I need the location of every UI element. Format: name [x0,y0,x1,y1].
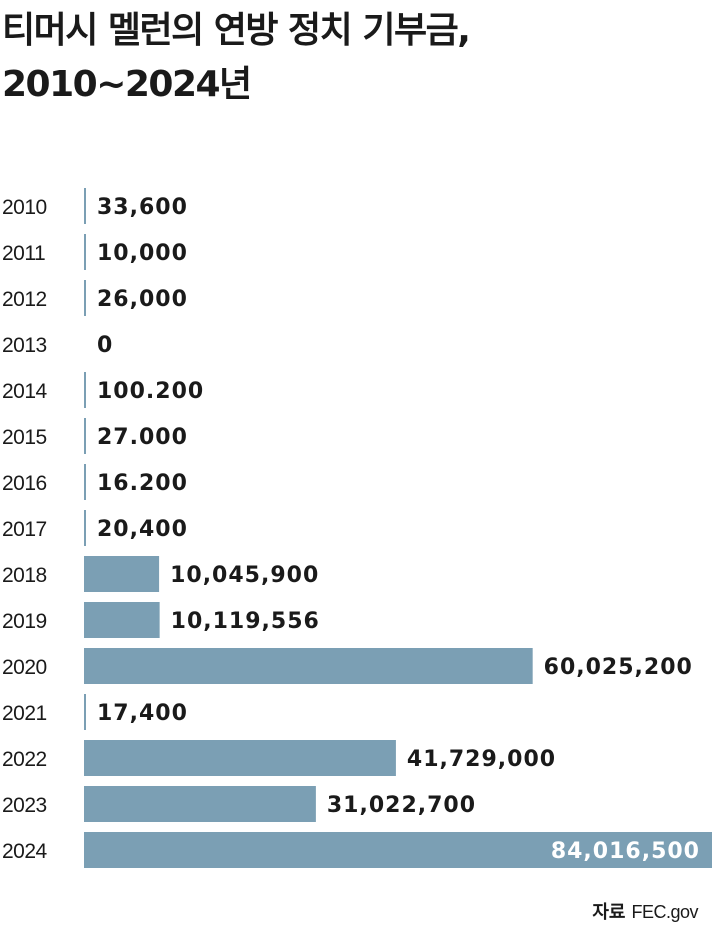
bar-2022 [84,740,396,776]
value-label-2017: 20,400 [97,517,188,542]
bar-2010 [84,188,86,224]
year-label-2024: 2024 [2,840,48,863]
bar-2011 [84,234,86,270]
bar-2024 [84,832,712,868]
value-label-2015: 27.000 [97,425,188,450]
value-label-2024: 84,016,500 [551,839,700,864]
year-label-2011: 2011 [2,242,45,265]
year-label-2021: 2021 [2,702,47,725]
year-label-2012: 2012 [2,288,47,311]
bar-2016 [84,464,86,500]
value-label-2016: 16.200 [97,471,188,496]
year-label-2017: 2017 [2,518,47,541]
bar-2014 [84,372,86,408]
source-label: 자료 [592,902,626,923]
source-note: 자료 FEC.gov [592,898,698,924]
source-value: FEC.gov [631,902,698,922]
year-label-2016: 2016 [2,472,47,495]
year-label-2014: 2014 [2,380,48,403]
bar-2012 [84,280,86,316]
bar-2020 [84,648,533,684]
bar-2019 [84,602,160,638]
value-label-2013: 0 [97,333,113,358]
bar-2017 [84,510,86,546]
value-label-2021: 17,400 [97,701,188,726]
value-label-2011: 10,000 [97,241,188,266]
value-label-2023: 31,022,700 [327,793,476,818]
value-label-2022: 41,729,000 [407,747,556,772]
bar-2021 [84,694,86,730]
value-label-2019: 10,119,556 [171,609,320,634]
bar-2023 [84,786,316,822]
chart-title: 티머시 멜런의 연방 정치 기부금, 2010~2024년 [2,4,471,112]
year-label-2010: 2010 [2,196,47,219]
year-label-2018: 2018 [2,564,47,587]
value-label-2020: 60,025,200 [544,655,693,680]
year-label-2023: 2023 [2,794,47,817]
year-label-2020: 2020 [2,656,47,679]
bar-2018 [84,556,160,592]
year-label-2019: 2019 [2,610,47,633]
title-line-1: 티머시 멜런의 연방 정치 기부금, [2,10,471,51]
value-label-2010: 33,600 [97,195,188,220]
bar-2015 [84,418,86,454]
value-label-2018: 10,045,900 [170,563,319,588]
value-label-2012: 26,000 [97,287,188,312]
title-line-2: 2010~2024년 [2,64,252,105]
value-label-2014: 100.200 [97,379,204,404]
year-label-2015: 2015 [2,426,47,449]
year-label-2013: 2013 [2,334,47,357]
year-label-2022: 2022 [2,748,47,771]
